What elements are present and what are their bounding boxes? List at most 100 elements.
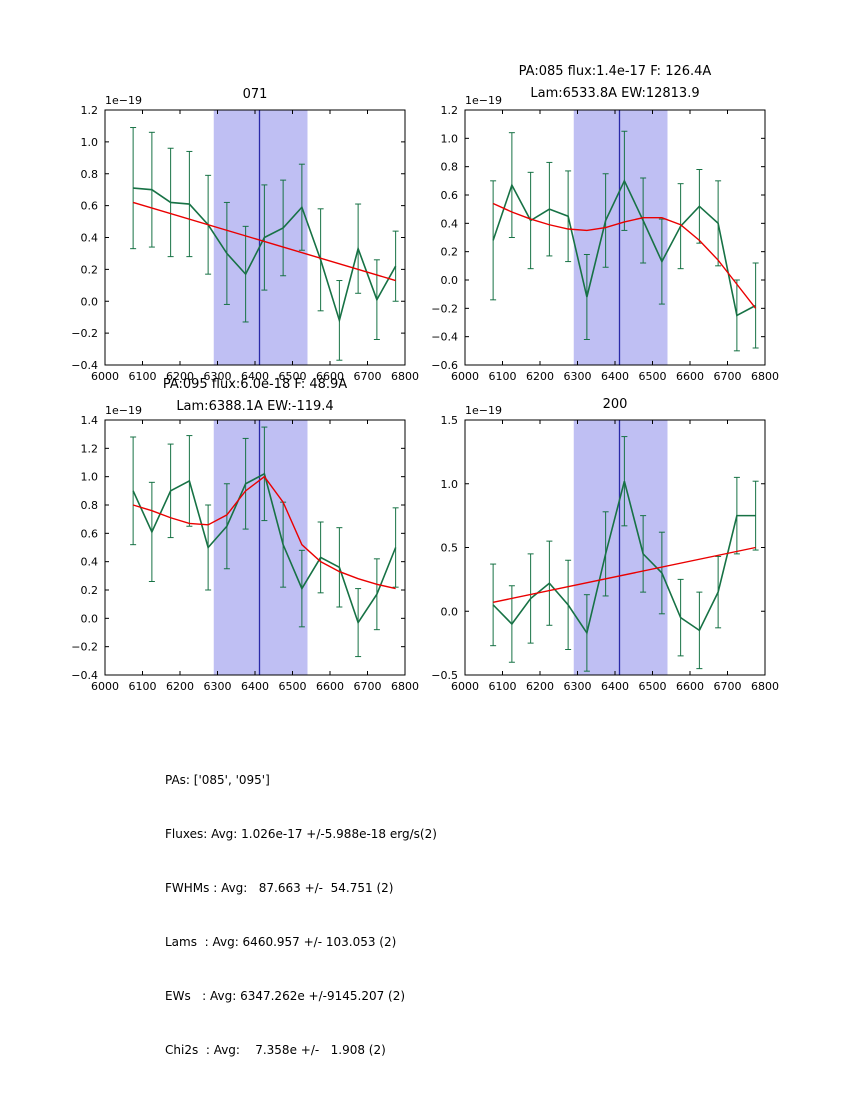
y-tick-label: 1.0 xyxy=(441,132,459,145)
x-tick-label: 6700 xyxy=(354,370,382,383)
y-tick-label: 0.6 xyxy=(81,527,99,540)
fit-line xyxy=(492,546,756,604)
y-tick-label: 0.2 xyxy=(81,584,99,597)
x-tick-label: 6700 xyxy=(354,680,382,693)
subplot-1: 6000 6100 6200 6300 6400 6500 6600 6700 6800 −0.6… xyxy=(431,94,779,383)
x-tick-label: 6000 xyxy=(91,370,119,383)
y-tick-label: 0.5 xyxy=(441,542,459,555)
x-tick-label: 6400 xyxy=(241,370,269,383)
x-tick-label: 6200 xyxy=(526,680,554,693)
y-axis-offset-label: 1e−19 xyxy=(465,94,502,107)
plots-canvas: 6000 6100 6200 6300 6400 6500 6600 6700 6800 −0.4… xyxy=(71,94,779,693)
y-tick-label: 0.8 xyxy=(81,499,99,512)
y-tick-label: −0.2 xyxy=(431,302,458,315)
summary-line-lams: Lams : Avg: 6460.957 +/- 103.053 (2) xyxy=(165,935,397,949)
fit-line xyxy=(492,202,757,309)
summary-line-chi2s: Chi2s : Avg: 7.358e +/- 1.908 (2) xyxy=(165,1043,386,1057)
highlight-band xyxy=(573,110,668,365)
x-tick-label: 6400 xyxy=(601,370,629,383)
y-axis-offset-label: 1e−19 xyxy=(465,404,502,417)
x-tick-label: 6300 xyxy=(564,370,592,383)
x-tick-label: 6600 xyxy=(316,680,344,693)
plot-title-line: 071 xyxy=(242,87,268,102)
y-tick-label: 1.2 xyxy=(81,442,99,455)
x-tick-label: 6800 xyxy=(391,370,419,383)
subplot-2: 6000 6100 6200 6300 6400 6500 6600 6700 6800 −0.4… xyxy=(71,404,419,693)
x-tick-label: 6500 xyxy=(279,680,307,693)
y-tick-label: −0.2 xyxy=(71,641,98,654)
y-tick-label: 0.8 xyxy=(81,168,99,181)
x-tick-label: 6200 xyxy=(166,370,194,383)
x-tick-label: 6200 xyxy=(166,680,194,693)
y-tick-label: 0.0 xyxy=(81,295,99,308)
plot-title-line: 200 xyxy=(602,397,628,412)
highlight-band xyxy=(573,420,668,675)
x-tick-label: 6100 xyxy=(489,680,517,693)
plot-title-line: Lam:6533.8A EW:12813.9 xyxy=(530,86,700,101)
y-tick-label: 1.2 xyxy=(81,104,99,117)
x-tick-label: 6600 xyxy=(316,370,344,383)
x-tick-label: 6100 xyxy=(129,370,157,383)
summary-line-fwhms: FWHMs : Avg: 87.663 +/- 54.751 (2) xyxy=(165,881,394,895)
y-tick-label: 1.0 xyxy=(81,471,99,484)
y-tick-label: 0.4 xyxy=(81,556,99,569)
y-tick-label: 1.0 xyxy=(81,136,99,149)
x-tick-label: 6500 xyxy=(639,680,667,693)
y-tick-label: 0.0 xyxy=(441,274,459,287)
y-tick-label: 1.0 xyxy=(441,478,459,491)
subplot-0: 6000 6100 6200 6300 6400 6500 6600 6700 6800 −0.4… xyxy=(71,94,419,383)
x-tick-label: 6800 xyxy=(751,370,779,383)
plot-title-line: PA:085 flux:1.4e-17 F: 126.4A xyxy=(518,64,712,79)
plot-title-line: PA:095 flux:6.0e-18 F: 48.9A xyxy=(162,377,348,392)
summary-block: PAs: ['085', '095'] Fluxes: Avg: 1.026e-… xyxy=(165,739,437,1091)
x-tick-label: 6800 xyxy=(391,680,419,693)
x-tick-label: 6300 xyxy=(204,680,232,693)
x-tick-label: 6600 xyxy=(676,370,704,383)
y-tick-label: 0.0 xyxy=(441,605,459,618)
subplot-3: 6000 6100 6200 6300 6400 6500 6600 6700 6800 −0.5… xyxy=(431,404,779,693)
spectrum-line xyxy=(492,178,756,317)
y-tick-label: 0.2 xyxy=(441,246,459,259)
fit-line xyxy=(132,475,396,590)
y-tick-label: −0.4 xyxy=(71,359,98,372)
x-tick-label: 6400 xyxy=(601,680,629,693)
y-tick-label: −0.4 xyxy=(431,331,458,344)
x-tick-label: 6100 xyxy=(489,370,517,383)
summary-line-ews: EWs : Avg: 6347.262e +/-9145.207 (2) xyxy=(165,989,406,1003)
y-tick-label: 1.5 xyxy=(441,414,459,427)
y-tick-label: 1.2 xyxy=(441,104,459,117)
x-tick-label: 6500 xyxy=(279,370,307,383)
y-tick-label: 0.6 xyxy=(81,200,99,213)
subplot-title-pa085: PA:085 flux:1.4e-17 F: 126.4A Lam:6533.8… xyxy=(465,61,765,105)
x-tick-label: 6500 xyxy=(639,370,667,383)
summary-line-fluxes: Fluxes: Avg: 1.026e-17 +/-5.988e-18 erg/… xyxy=(165,827,437,841)
y-tick-label: −0.6 xyxy=(431,359,458,372)
x-tick-label: 6300 xyxy=(204,370,232,383)
plot-title-line: Lam:6388.1A EW:-119.4 xyxy=(176,399,334,414)
x-tick-label: 6000 xyxy=(451,680,479,693)
y-tick-label: −0.5 xyxy=(431,669,458,682)
subplot-title-pa095: PA:095 flux:6.0e-18 F: 48.9A Lam:6388.1A… xyxy=(105,374,405,418)
y-tick-label: 0.4 xyxy=(81,232,99,245)
y-axis-offset-label: 1e−19 xyxy=(105,404,142,417)
x-tick-label: 6000 xyxy=(451,370,479,383)
x-tick-label: 6300 xyxy=(564,680,592,693)
highlight-band xyxy=(213,110,308,365)
y-tick-label: 1.4 xyxy=(81,414,99,427)
y-tick-label: 0.2 xyxy=(81,263,99,276)
summary-line-pas: PAs: ['085', '095'] xyxy=(165,773,270,787)
subplot-title-071: 071 xyxy=(105,84,405,106)
y-tick-label: 0.0 xyxy=(81,612,99,625)
x-tick-label: 6700 xyxy=(714,370,742,383)
spectrum-line xyxy=(133,187,397,324)
fit-line xyxy=(132,201,396,282)
x-tick-label: 6800 xyxy=(751,680,779,693)
highlight-band xyxy=(213,420,308,675)
x-tick-label: 6600 xyxy=(676,680,704,693)
y-tick-label: 0.8 xyxy=(441,161,459,174)
x-tick-label: 6000 xyxy=(91,680,119,693)
spectrum-line xyxy=(132,472,397,625)
y-tick-label: 0.6 xyxy=(441,189,459,202)
y-axis-offset-label: 1e−19 xyxy=(105,94,142,107)
